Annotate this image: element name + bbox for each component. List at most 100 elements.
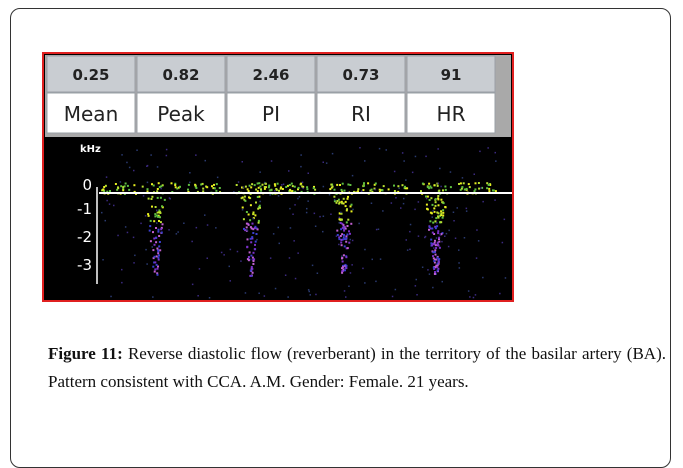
speckle bbox=[434, 271, 436, 274]
noise bbox=[448, 229, 450, 232]
speckle bbox=[329, 188, 332, 191]
speckle bbox=[378, 188, 381, 191]
noise bbox=[391, 295, 394, 298]
speckle bbox=[285, 186, 288, 188]
noise bbox=[403, 197, 405, 200]
speckle bbox=[440, 221, 443, 224]
noise bbox=[411, 171, 414, 174]
noise bbox=[477, 240, 480, 242]
speckle bbox=[374, 182, 377, 185]
speckle bbox=[387, 188, 390, 191]
speckle bbox=[343, 234, 345, 236]
speckle bbox=[247, 259, 250, 262]
noise bbox=[206, 224, 209, 226]
speckle bbox=[486, 182, 489, 185]
speckle bbox=[437, 262, 440, 265]
speckle bbox=[494, 190, 497, 193]
speckle bbox=[345, 267, 348, 270]
speckle bbox=[488, 190, 491, 193]
speckle bbox=[433, 241, 436, 244]
noise bbox=[134, 254, 136, 257]
speckle bbox=[246, 258, 249, 261]
speckle bbox=[488, 187, 491, 190]
noise bbox=[146, 263, 148, 265]
speckle bbox=[437, 212, 440, 215]
noise bbox=[504, 277, 507, 279]
speckle bbox=[141, 185, 144, 188]
noise bbox=[479, 150, 481, 153]
label-cell bbox=[406, 92, 496, 134]
speckle bbox=[442, 189, 444, 192]
noise bbox=[441, 240, 443, 243]
speckle bbox=[157, 265, 159, 268]
caption-text: Reverse diastolic flow (reverberant) in … bbox=[48, 344, 666, 391]
speckle bbox=[340, 200, 343, 203]
speckle bbox=[463, 188, 466, 191]
speckle bbox=[241, 186, 243, 189]
speckle bbox=[341, 238, 344, 241]
noise bbox=[475, 257, 478, 259]
noise bbox=[110, 295, 112, 298]
speckle bbox=[436, 211, 439, 214]
noise bbox=[313, 212, 316, 215]
speckle bbox=[342, 264, 344, 267]
speckle bbox=[349, 232, 351, 235]
noise bbox=[414, 285, 417, 287]
speckle bbox=[313, 185, 315, 188]
speckle bbox=[341, 222, 344, 225]
speckle bbox=[432, 221, 435, 224]
speckle bbox=[401, 184, 404, 187]
speckle bbox=[459, 188, 462, 191]
speckle bbox=[103, 186, 106, 188]
noise bbox=[252, 217, 254, 220]
speckle bbox=[440, 233, 443, 236]
speckle bbox=[348, 241, 351, 244]
speckle bbox=[280, 186, 283, 189]
speckle bbox=[433, 260, 436, 262]
speckle bbox=[336, 183, 339, 186]
noise bbox=[101, 211, 103, 214]
noise bbox=[146, 181, 149, 184]
speckle bbox=[150, 198, 153, 200]
noise bbox=[277, 195, 280, 197]
noise bbox=[282, 183, 285, 185]
noise bbox=[156, 166, 159, 168]
axis-ticks: 0 -1 -2 -3 bbox=[77, 176, 92, 274]
noise bbox=[364, 160, 366, 162]
speckle bbox=[344, 227, 347, 230]
speckle bbox=[338, 218, 341, 221]
speckle bbox=[157, 228, 160, 231]
noise bbox=[259, 200, 261, 203]
noise bbox=[432, 210, 434, 212]
noise bbox=[433, 247, 435, 249]
speckle bbox=[434, 225, 437, 228]
noise bbox=[458, 262, 460, 264]
speckle bbox=[260, 188, 262, 191]
speckle bbox=[153, 220, 156, 223]
noise bbox=[206, 257, 208, 259]
speckle bbox=[274, 184, 277, 187]
speckle bbox=[248, 184, 251, 187]
speckle bbox=[335, 201, 338, 204]
label: Peak bbox=[157, 102, 205, 126]
speckle bbox=[434, 198, 437, 201]
speckle bbox=[120, 185, 123, 188]
speckle bbox=[252, 232, 255, 234]
noise bbox=[503, 218, 506, 221]
speckle bbox=[341, 256, 344, 259]
noise bbox=[409, 230, 411, 233]
speckle bbox=[465, 187, 468, 190]
speckle bbox=[156, 214, 159, 217]
noise bbox=[302, 187, 304, 190]
speckle bbox=[215, 189, 218, 192]
value-cell bbox=[226, 55, 316, 93]
speckle bbox=[343, 229, 346, 232]
speckle bbox=[369, 189, 372, 192]
noise bbox=[351, 264, 353, 266]
speckle bbox=[149, 219, 152, 222]
speckle bbox=[340, 228, 343, 231]
speckle bbox=[250, 266, 253, 268]
speckle bbox=[404, 185, 406, 188]
noise bbox=[322, 185, 325, 188]
speckle bbox=[255, 188, 258, 191]
